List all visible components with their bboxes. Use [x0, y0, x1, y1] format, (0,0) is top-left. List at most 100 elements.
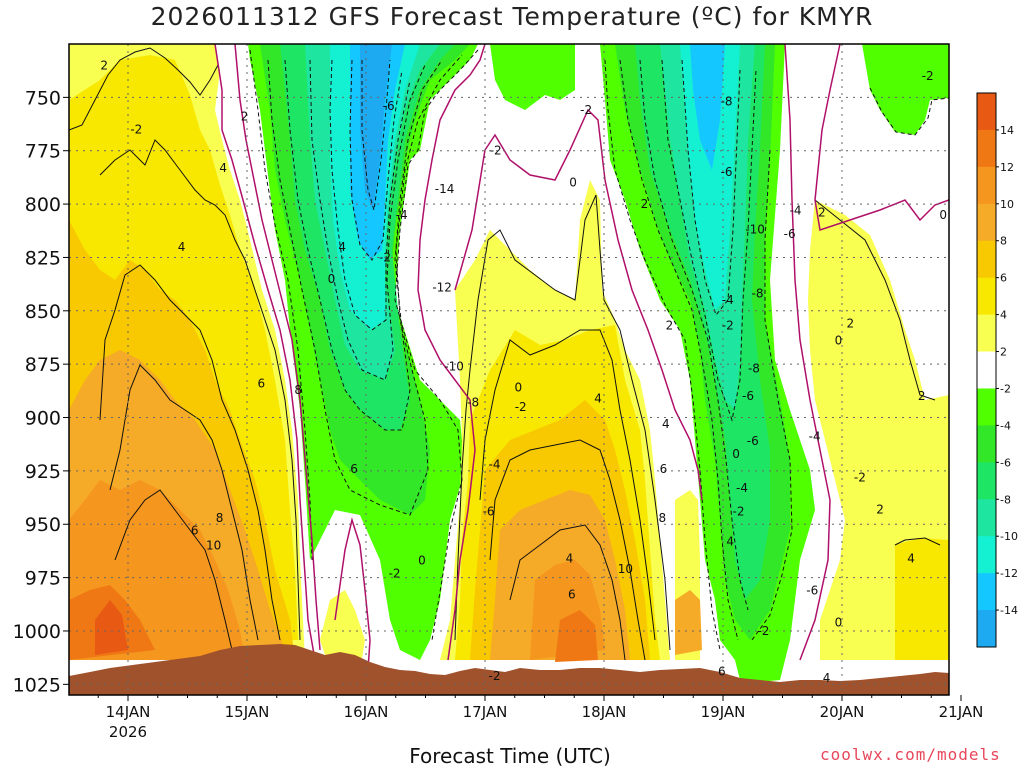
contour-label: -8 — [752, 287, 764, 301]
contour-label: 4 — [219, 161, 227, 175]
contour-minus14 — [361, 59, 391, 211]
contour-minus10 — [329, 59, 411, 331]
contour-label: -2 — [489, 669, 501, 683]
contour-label: 8 — [658, 511, 666, 525]
fill-band-minus14 — [360, 44, 392, 210]
contour-label: 2 — [818, 206, 826, 220]
contour-label: -6 — [747, 434, 759, 448]
colorbar-swatch — [977, 240, 996, 279]
contour-label: -14 — [435, 182, 455, 196]
colorbar-label: -6 — [1000, 456, 1011, 469]
colorbar-swatch — [977, 536, 996, 574]
contour-label: -6 — [383, 99, 395, 113]
contour-label: -4 — [790, 203, 802, 217]
contour-minus4 — [267, 54, 463, 516]
contour-label: 2 — [876, 502, 884, 516]
contour-label: -2 — [757, 624, 769, 638]
contour-8 — [109, 364, 259, 641]
contour-10 — [114, 489, 233, 651]
x-year-label: 2026 — [109, 723, 147, 741]
contour-6-b — [489, 439, 646, 661]
contour-label: 0 — [835, 615, 843, 629]
plot-area — [69, 44, 949, 695]
y-tick-label: 1000 — [13, 621, 61, 643]
x-axis-label: Forecast Time (UTC) — [409, 744, 611, 768]
contour-minus2 — [249, 49, 313, 561]
colorbar-swatch — [977, 93, 996, 131]
contour-label: -4 — [736, 481, 748, 495]
contour-label: -4 — [722, 293, 734, 307]
contour-label: 0 — [569, 176, 577, 190]
colorbar-label: 8 — [1000, 235, 1007, 248]
contour-6 — [99, 264, 281, 641]
colorbar-label: -4 — [1000, 419, 1011, 432]
colorbar-swatch — [977, 351, 996, 389]
contour-0 — [214, 44, 316, 661]
colorbar-label: 4 — [1000, 309, 1007, 322]
fill-band-14 — [95, 600, 128, 655]
contour-minus8-b — [661, 59, 757, 422]
contour-label: -6 — [742, 389, 754, 403]
contour-0-g — [334, 517, 371, 671]
colorbar-label: 12 — [1000, 161, 1014, 174]
contour-label: 2 — [918, 389, 926, 403]
x-tick-label: 15JAN — [225, 703, 270, 721]
contour-label: 2 — [241, 110, 249, 124]
colorbar-swatch — [977, 425, 996, 463]
y-tick-label: 925 — [25, 461, 61, 483]
contour-label: -2 — [515, 400, 527, 414]
colorbar-label: 6 — [1000, 272, 1007, 285]
contour-minus8 — [309, 59, 426, 381]
contour-label: -2 — [922, 69, 934, 83]
y-tick-label: 775 — [25, 141, 61, 163]
x-tick-label: 16JAN — [344, 703, 389, 721]
contour-lines-zero — [214, 44, 949, 671]
colorbar-swatch — [977, 314, 996, 353]
contour-label: 2 — [847, 317, 855, 331]
y-tick-label: 750 — [25, 87, 61, 109]
colorbar-label: -10 — [1000, 530, 1018, 543]
credit-text: coolwx.com/models — [820, 745, 1001, 764]
contour-2-b — [454, 194, 671, 651]
fill-band-12-b — [555, 610, 598, 662]
contour-label: 4 — [594, 391, 602, 405]
contour-label: -10 — [745, 223, 765, 237]
contour-label: -8 — [748, 361, 760, 375]
contour-label: 2 — [666, 319, 674, 333]
colorbar-swatch — [977, 203, 996, 242]
contour-label: 4 — [338, 240, 346, 254]
contour-label: 6 — [350, 462, 358, 476]
contour-0-b — [234, 44, 321, 651]
fill-band-2-d — [320, 590, 365, 670]
fill-band-minus2-b — [490, 44, 575, 110]
contour-minus2-b — [394, 49, 479, 641]
y-tick-label: 850 — [25, 301, 61, 323]
contour-4-c — [894, 537, 941, 546]
contour-minus2-d — [869, 87, 949, 136]
contour-label: -6 — [806, 583, 818, 597]
contour-lines — [69, 47, 941, 661]
colorbar-label: -14 — [1000, 604, 1018, 617]
colorbar-frame — [976, 92, 997, 648]
y-tick-label: 1025 — [13, 674, 61, 696]
contour-label: -2 — [722, 319, 734, 333]
colorbar-swatch — [977, 166, 996, 205]
fill-band-minus2-d — [862, 44, 949, 135]
y-axis: 750 775 800 825 850 875 900 925 950 975 1000 1025 — [13, 87, 69, 696]
contour-label: 10 — [206, 539, 221, 553]
contour-2-c — [814, 199, 936, 401]
contour-4 — [99, 139, 301, 641]
x-axis: 14JAN 15JAN 16JAN 17JAN 18JAN 19JAN 20JAN 21JAN… — [97, 695, 983, 741]
colorbar-swatch — [977, 129, 996, 168]
contour-label: -4 — [489, 457, 501, 471]
contour-label: -6 — [721, 165, 733, 179]
colorbar-swatch — [977, 462, 996, 500]
contour-label: 4 — [662, 417, 670, 431]
contour-label: -2 — [490, 144, 502, 158]
contour-minus6 — [284, 59, 443, 431]
y-tick-label: 900 — [25, 408, 61, 430]
contour-label: 2 — [100, 58, 108, 72]
fill-band-4-c — [895, 538, 949, 660]
contour-label: 6 — [568, 588, 576, 602]
